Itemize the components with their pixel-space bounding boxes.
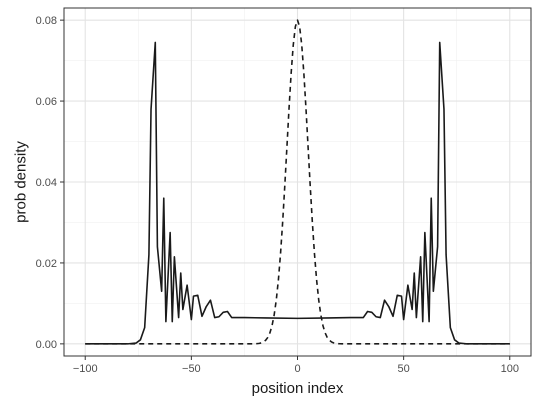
y-tick-label: 0.00 [36,339,57,351]
y-tick-label: 0.08 [36,15,57,27]
x-tick-label: −50 [182,363,201,375]
x-axis-title: position index [252,380,344,397]
dashed-series-line [85,19,510,345]
y-tick-label: 0.02 [36,258,57,270]
x-tick-label: 50 [398,363,410,375]
y-tick-label: 0.06 [36,96,57,108]
y-tick-label: 0.04 [36,177,57,189]
x-tick-label: −100 [73,363,98,375]
solid-series-line [85,41,510,345]
x-tick-label: 100 [501,363,519,375]
y-axis-title: prob density [12,141,29,223]
plot-panel: −100 −50 0 50 100 0.00 0.02 0.04 0.06 0.08 [36,7,532,375]
x-tick-label: 0 [294,363,300,375]
